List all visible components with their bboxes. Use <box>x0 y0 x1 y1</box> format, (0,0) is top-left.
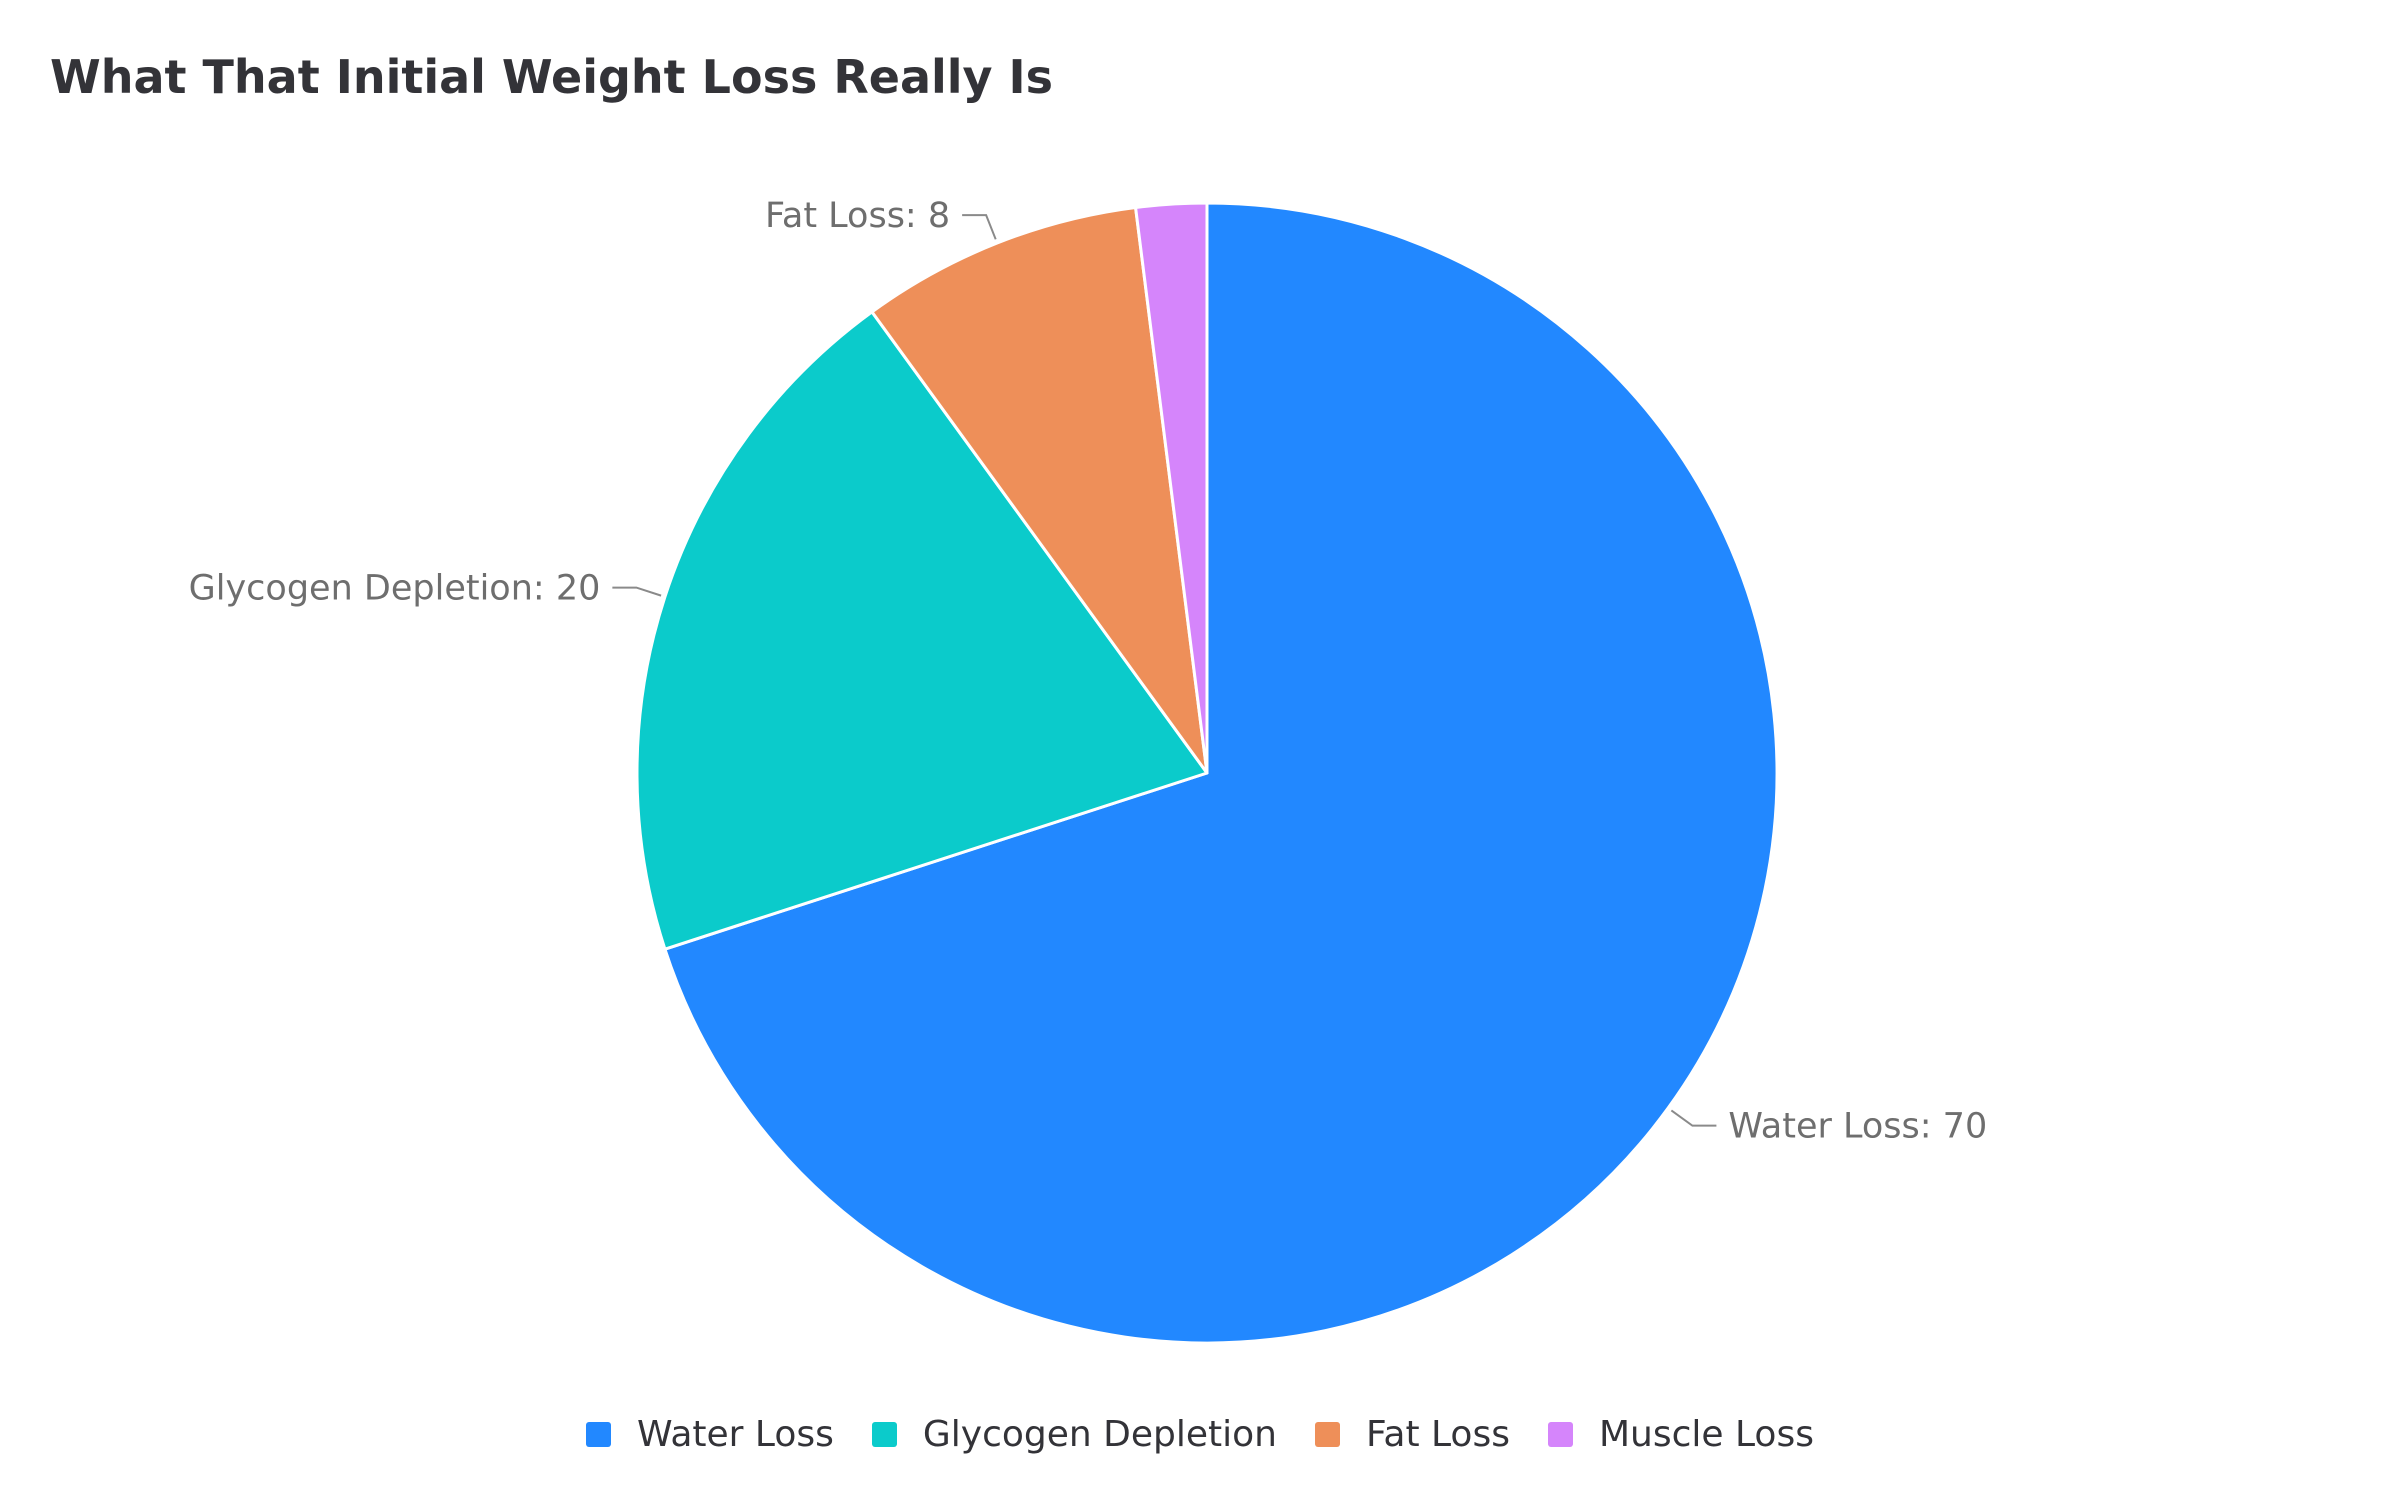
legend-swatch-water-loss <box>586 1422 612 1447</box>
pie-slice-muscle-loss[interactable] <box>1134 201 1209 775</box>
data-label-glycogen-depletion: Glycogen Depletion: 20 <box>189 569 601 609</box>
leader-line-fat-loss <box>962 214 997 240</box>
legend-item-muscle-loss[interactable]: Muscle Loss <box>1547 1414 1814 1455</box>
pie-slice-fat-loss[interactable] <box>870 205 1209 775</box>
legend-item-fat-loss[interactable]: Fat Loss <box>1314 1414 1510 1455</box>
leader-line-water-loss <box>1670 1109 1717 1127</box>
pie-slice-water-loss[interactable] <box>663 201 1779 1345</box>
legend-label: Water Loss <box>637 1414 834 1455</box>
legend-label: Glycogen Depletion <box>922 1414 1277 1455</box>
data-label-fat-loss: Fat Loss: 8 <box>765 196 950 236</box>
legend-label: Fat Loss <box>1365 1414 1510 1455</box>
legend-label: Muscle Loss <box>1598 1414 1814 1455</box>
leader-line-glycogen-depletion <box>612 586 662 597</box>
chart-title: What That Initial Weight Loss Really Is <box>50 50 1054 104</box>
legend-swatch-fat-loss <box>1314 1422 1340 1447</box>
legend-item-glycogen-depletion[interactable]: Glycogen Depletion <box>871 1414 1277 1455</box>
chart-legend: Water Loss Glycogen Depletion Fat Loss Musc… <box>0 1414 2400 1455</box>
legend-swatch-muscle-loss <box>1547 1422 1573 1447</box>
legend-swatch-glycogen-depletion <box>871 1422 897 1447</box>
data-label-water-loss: Water Loss: 70 <box>1728 1107 1987 1147</box>
legend-item-water-loss[interactable]: Water Loss <box>586 1414 834 1455</box>
pie-slice-glycogen-depletion[interactable] <box>635 310 1209 951</box>
